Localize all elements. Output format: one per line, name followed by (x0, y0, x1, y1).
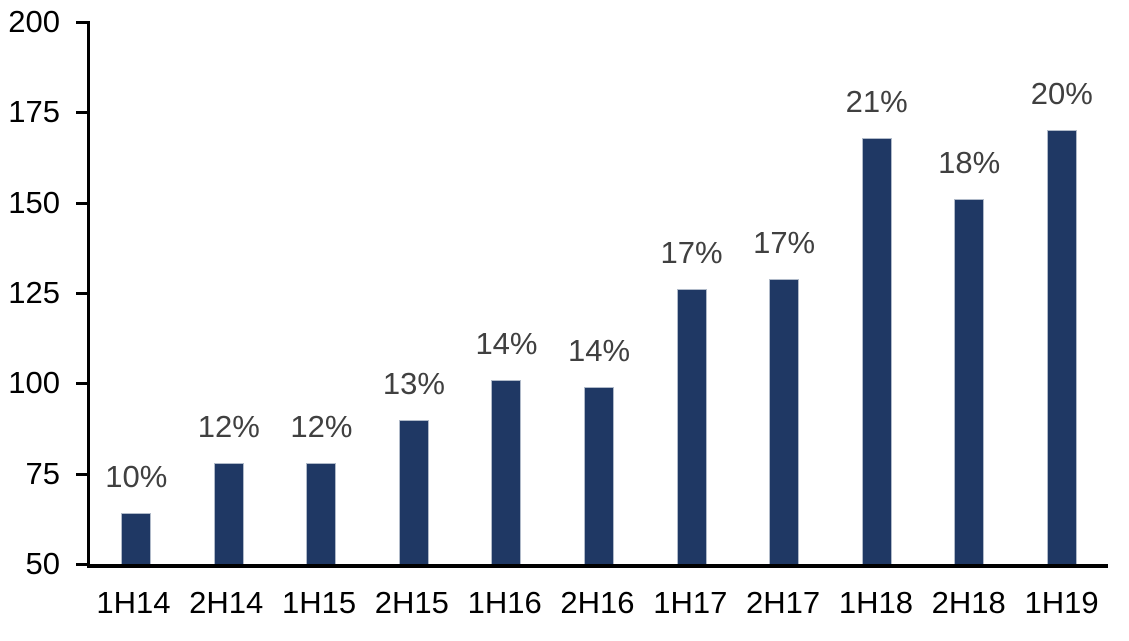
bar-data-label: 17% (753, 224, 816, 260)
bar-column-1h18: 21% (830, 22, 923, 564)
plot-area: 10% 12% 12% 13% 14% 14% 17% 17% 21% 18% 20% (87, 22, 1108, 568)
x-axis-label-1h17: 1H17 (653, 585, 728, 620)
bar-data-label: 13% (382, 365, 445, 401)
bar-column-2h16: 14% (553, 22, 646, 564)
y-axis-tick-mark (76, 563, 90, 566)
y-axis-tick-label: 50 (25, 546, 60, 581)
y-axis-tick-mark (76, 201, 90, 205)
bar-column-1h17: 17% (645, 22, 738, 564)
x-axis-label-2h17: 2H17 (746, 585, 821, 620)
y-axis-tick-label: 100 (8, 365, 60, 401)
bar-column-2h17: 17% (738, 22, 831, 564)
bar-1h16 (491, 379, 522, 564)
x-axis-label-2h18: 2H18 (931, 585, 1006, 620)
y-axis-tick-label: 150 (8, 184, 60, 220)
bar-2h17 (769, 278, 800, 564)
x-axis: 1H14 2H14 1H15 2H15 1H16 2H16 1H17 2H17 1H18 2H18… (87, 584, 1108, 622)
y-axis-tick-mark (76, 292, 90, 295)
x-axis-label-1h18: 1H18 (838, 585, 913, 620)
bar-2h15 (398, 419, 429, 564)
bar-column-1h15: 12% (275, 22, 368, 564)
y-axis-tick-label: 175 (8, 94, 60, 130)
bar-data-label: 12% (197, 408, 260, 444)
x-axis-label-1h16: 1H16 (467, 585, 542, 620)
y-axis-tick-mark (76, 472, 90, 476)
bar-data-label: 20% (1030, 76, 1093, 112)
bar-data-label: 14% (567, 332, 631, 368)
y-axis-tick-mark (76, 382, 90, 386)
x-axis-label-2h16: 2H16 (560, 585, 635, 620)
y-axis-tick-mark (76, 111, 90, 115)
y-axis-tick-label: 125 (8, 275, 60, 310)
x-axis-label-2h15: 2H15 (374, 585, 449, 620)
bar-data-label: 10% (105, 459, 168, 495)
x-axis-label-1h14: 1H14 (96, 585, 171, 620)
bar-1h15 (306, 462, 337, 564)
bars-container: 10% 12% 12% 13% 14% 14% 17% 17% 21% 18% 20% (90, 22, 1108, 564)
bar-column-2h18: 18% (923, 22, 1016, 564)
bar-data-label: 21% (845, 83, 908, 119)
bar-data-label: 12% (290, 408, 353, 444)
bar-column-1h16: 14% (460, 22, 553, 564)
y-axis-tick-label: 200 (8, 4, 60, 39)
x-axis-label-2h14: 2H14 (189, 585, 264, 620)
bar-column-2h14: 12% (183, 22, 276, 564)
bar-data-label: 18% (938, 145, 1001, 181)
bar-column-1h19: 20% (1015, 22, 1108, 564)
bar-2h16 (584, 386, 614, 564)
bar-2h18 (954, 199, 985, 564)
bar-column-1h14: 10% (90, 22, 183, 564)
bar-2h14 (213, 462, 244, 564)
bar-1h17 (676, 289, 707, 564)
bar-1h19 (1046, 130, 1077, 564)
bar-data-label: 17% (660, 235, 723, 271)
bar-1h14 (121, 513, 152, 564)
bar-data-label: 14% (475, 325, 538, 361)
y-axis-tick-mark (76, 21, 90, 24)
y-axis-tick-label: 75 (25, 455, 60, 491)
bar-column-2h15: 13% (368, 22, 461, 564)
x-axis-label-1h19: 1H19 (1024, 585, 1099, 620)
x-axis-label-1h15: 1H15 (281, 585, 357, 620)
bar-1h18 (861, 137, 892, 564)
